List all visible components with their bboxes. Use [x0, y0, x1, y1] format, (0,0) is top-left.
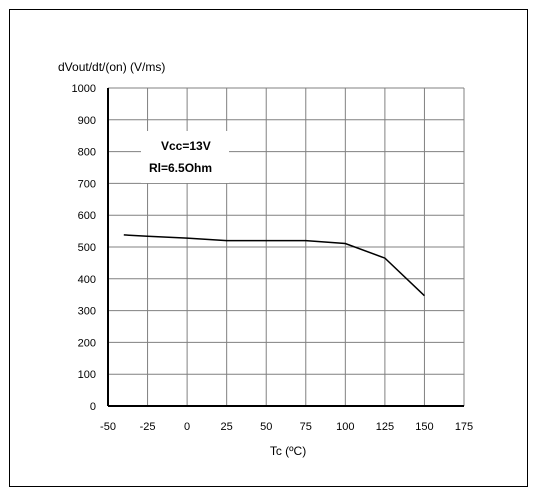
- axes: [107, 88, 464, 407]
- y-tick-label: 100: [78, 369, 96, 381]
- y-tick-label: 800: [78, 147, 96, 159]
- chart-frame: [9, 9, 528, 487]
- annotation-rl: Rl=6.5Ohm: [149, 161, 212, 175]
- x-tick-label: 150: [415, 421, 433, 433]
- series-line: [123, 234, 425, 297]
- y-tick-label: 900: [78, 115, 96, 127]
- y-axis-title: dVout/dt/(on) (V/ms): [58, 60, 165, 74]
- x-tick-label: 75: [300, 421, 312, 433]
- annotation-box: Vcc=13V Rl=6.5Ohm: [141, 131, 229, 183]
- x-tick-label: -50: [100, 421, 116, 433]
- x-tick-label: 50: [260, 421, 272, 433]
- y-tick-label: 200: [78, 337, 96, 349]
- y-tick-label: 300: [78, 306, 96, 318]
- y-tick-label: 500: [78, 242, 96, 254]
- x-tick-label: 100: [336, 421, 354, 433]
- grid: [108, 87, 465, 406]
- x-tick-label: 25: [221, 421, 233, 433]
- y-tick-label: 700: [78, 178, 96, 190]
- annotation-background: [141, 131, 229, 183]
- x-axis-title: Tc (ºC): [270, 444, 306, 458]
- tick-labels: -50 -25 0 25 50 75 100 125 150 175 0 100 200 300 400 50…: [72, 83, 474, 433]
- x-tick-label: 125: [376, 421, 394, 433]
- x-tick-label: -25: [140, 421, 156, 433]
- series: [123, 234, 425, 297]
- x-tick-label: 175: [455, 421, 473, 433]
- y-tick-label: 1000: [72, 83, 96, 95]
- annotation-vcc: Vcc=13V: [161, 139, 211, 153]
- x-tick-label: 0: [184, 421, 190, 433]
- y-tick-label: 600: [78, 210, 96, 222]
- y-tick-label: 0: [90, 401, 96, 413]
- y-tick-label: 400: [78, 274, 96, 286]
